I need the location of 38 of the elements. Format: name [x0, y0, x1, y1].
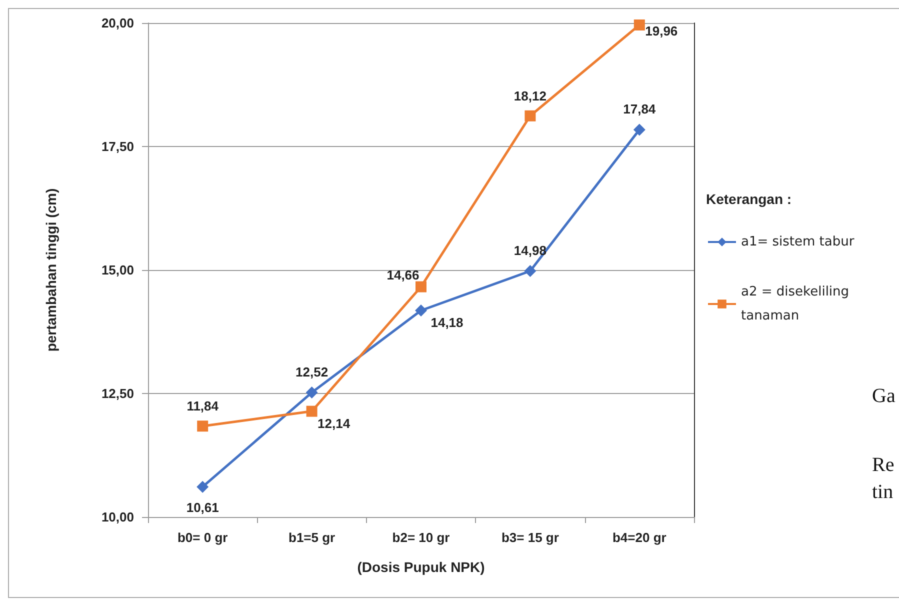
x-tick-label: b2= 10 gr — [392, 530, 450, 545]
data-label: 10,61 — [186, 500, 219, 515]
data-label: 12,14 — [318, 416, 351, 431]
data-label: 14,66 — [386, 267, 420, 282]
legend-title: Keterangan : — [706, 191, 792, 207]
point — [524, 264, 536, 277]
point — [306, 406, 318, 417]
x-tick-label: b4=20 gr — [612, 530, 666, 545]
data-label: 18,12 — [514, 88, 546, 104]
y-tick-label: 20,00 — [101, 16, 134, 30]
point — [633, 124, 646, 136]
x-tick-label: b3= 15 gr — [501, 530, 559, 545]
y-tick-label: 12,50 — [101, 386, 134, 401]
y-tick-label: 15,00 — [101, 262, 134, 278]
legend-label: a2 = disekeliling tanaman — [741, 284, 854, 324]
point — [634, 19, 645, 30]
point — [415, 304, 427, 317]
point — [306, 386, 318, 399]
data-label: 12,52 — [296, 364, 328, 380]
data-label: 17,84 — [623, 102, 656, 117]
data-label: 14,18 — [430, 315, 464, 330]
x-tick-label: b1=5 gr — [288, 530, 336, 545]
point — [196, 480, 209, 493]
point — [524, 110, 536, 122]
data-label: 14,98 — [514, 242, 546, 258]
legend-label: a1= sistem tabur — [741, 234, 855, 250]
y-axis-title: pertambahan tinggi (cm) — [43, 188, 59, 352]
x-tick-label: b0= 0 gr — [177, 530, 228, 545]
x-axis-title: (Dosis Pupuk NPK) — [357, 559, 485, 575]
data-label: 11,84 — [186, 398, 220, 414]
y-tick-label: 17,50 — [101, 139, 134, 154]
text: Ga — [872, 385, 896, 407]
point — [197, 420, 208, 432]
point — [416, 281, 426, 292]
text: tin — [872, 481, 894, 503]
y-tick-label: 10,00 — [101, 510, 134, 524]
data-label: 19,96 — [645, 23, 678, 38]
text: Re — [872, 454, 894, 476]
